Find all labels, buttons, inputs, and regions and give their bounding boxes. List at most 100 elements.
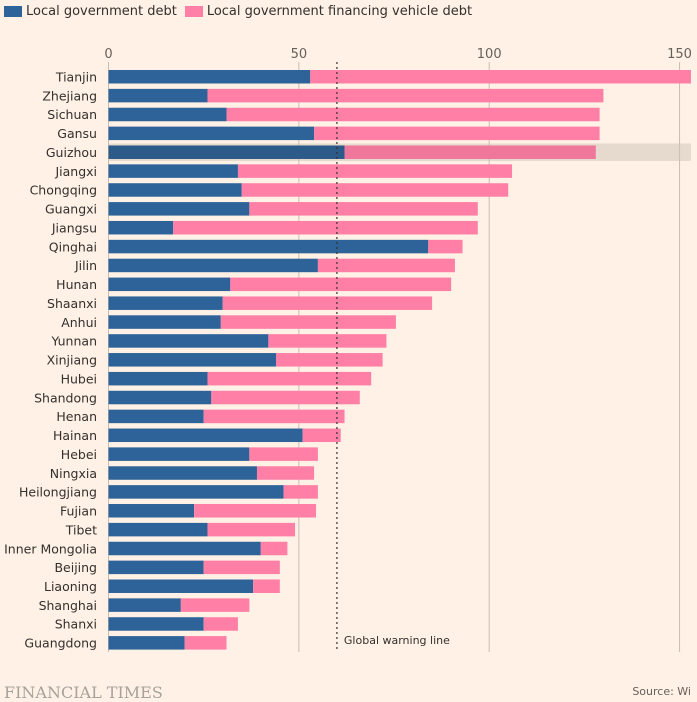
bar-lgfv-debt (249, 202, 478, 216)
bar-local-gov-debt (108, 220, 174, 235)
x-tick-label: 0 (104, 47, 112, 62)
legend-label: Local government financing vehicle debt (206, 4, 473, 19)
bar-local-gov-debt (108, 560, 204, 575)
bar-lgfv-debt (173, 220, 478, 235)
category-label: Shanghai (39, 598, 97, 613)
bar-local-gov-debt (108, 334, 269, 348)
bar-lgfv-debt (226, 107, 600, 122)
category-label: Guangxi (45, 202, 97, 217)
category-label: Shandong (34, 390, 97, 405)
bar-lgfv-debt (302, 428, 341, 443)
bar-lgfv-debt (180, 598, 250, 612)
global-warning-label: Global warning line (344, 634, 450, 647)
bar-local-gov-debt (108, 315, 221, 329)
bar-local-gov-debt (108, 70, 311, 84)
legend-label: Local government debt (26, 4, 177, 19)
bar-lgfv-debt (310, 70, 691, 84)
bar-lgfv-debt (237, 164, 513, 178)
bar-lgfv-debt (184, 636, 227, 650)
bar-lgfv-debt (344, 145, 596, 159)
bar-lgfv-debt (211, 390, 360, 405)
bar-local-gov-debt (108, 598, 181, 612)
bar-lgfv-debt (230, 277, 452, 292)
bar-local-gov-debt (108, 447, 250, 461)
bar-lgfv-debt (283, 485, 318, 499)
category-label: Henan (56, 409, 97, 424)
bar-lgfv-debt (268, 334, 387, 348)
category-label: Qinghai (49, 239, 97, 254)
x-tick-label: 150 (667, 47, 692, 62)
category-label: Fujian (60, 504, 97, 519)
bar-local-gov-debt (108, 353, 277, 367)
bar-local-gov-debt (108, 126, 315, 141)
bar-local-gov-debt (108, 504, 195, 518)
category-label: Sichuan (47, 107, 97, 122)
bar-local-gov-debt (108, 617, 204, 631)
bar-lgfv-debt (220, 315, 396, 329)
legend-swatch-blue (4, 6, 22, 17)
bar-lgfv-debt (207, 88, 604, 103)
category-label: Hainan (53, 428, 97, 443)
bar-local-gov-debt (108, 579, 254, 593)
source-note: Source: Wi (632, 685, 691, 698)
category-label: Hunan (56, 277, 97, 292)
bar-local-gov-debt (108, 390, 212, 405)
category-label: Jilin (74, 258, 97, 273)
bar-local-gov-debt (108, 183, 242, 197)
bar-local-gov-debt (108, 541, 261, 556)
category-label: Zhejiang (42, 88, 97, 103)
legend-item-lgfv-debt: Local government financing vehicle debt (184, 4, 473, 19)
bar-local-gov-debt (108, 296, 223, 310)
bar-local-gov-debt (108, 258, 318, 273)
category-label: Shanxi (55, 617, 97, 632)
bar-lgfv-debt (276, 353, 383, 367)
bar-lgfv-debt (249, 447, 318, 461)
category-label: Tianjin (55, 70, 97, 85)
bar-local-gov-debt (108, 371, 208, 386)
category-label: Gansu (57, 126, 97, 141)
bar-local-gov-debt (108, 522, 208, 537)
category-label: Jiangsu (51, 220, 97, 235)
category-label: Hubei (61, 371, 97, 386)
category-label: Guizhou (46, 145, 97, 160)
category-label: Yunnan (50, 334, 97, 349)
bar-lgfv-debt (314, 126, 600, 141)
legend-item-local-government-debt: Local government debt (4, 4, 177, 19)
bar-lgfv-debt (253, 579, 280, 593)
bar-lgfv-debt (317, 258, 455, 273)
category-label: Shaanxi (47, 296, 97, 311)
bar-lgfv-debt (203, 560, 280, 575)
category-label: Jiangxi (54, 164, 97, 179)
bar-local-gov-debt (108, 428, 303, 443)
category-label: Ningxia (50, 466, 97, 481)
bar-lgfv-debt (207, 371, 372, 386)
bar-local-gov-debt (108, 636, 185, 650)
category-label: Hebei (61, 447, 97, 462)
bar-lgfv-debt (203, 409, 345, 424)
bar-local-gov-debt (108, 409, 204, 424)
x-tick-label: 100 (477, 47, 502, 62)
bar-local-gov-debt (108, 164, 238, 178)
bar-local-gov-debt (108, 107, 227, 122)
bar-lgfv-debt (428, 239, 463, 254)
bar-local-gov-debt (108, 202, 250, 216)
category-label: Inner Mongolia (4, 541, 97, 556)
bar-local-gov-debt (108, 466, 257, 480)
category-label: Tibet (65, 522, 97, 537)
bar-local-gov-debt (108, 277, 231, 292)
category-label: Liaoning (44, 579, 97, 594)
bar-local-gov-debt (108, 239, 429, 254)
bar-lgfv-debt (203, 617, 238, 631)
category-label: Guangdong (24, 636, 97, 651)
bar-local-gov-debt (108, 145, 345, 159)
category-label: Anhui (61, 315, 97, 330)
category-label: Heilongjiang (19, 485, 97, 500)
bar-lgfv-debt (207, 522, 296, 537)
bar-lgfv-debt (194, 504, 316, 518)
category-label: Chongqing (30, 183, 97, 198)
bar-local-gov-debt (108, 485, 284, 499)
legend-swatch-pink (184, 6, 203, 17)
category-label: Beijing (54, 560, 97, 575)
bar-lgfv-debt (241, 183, 509, 197)
